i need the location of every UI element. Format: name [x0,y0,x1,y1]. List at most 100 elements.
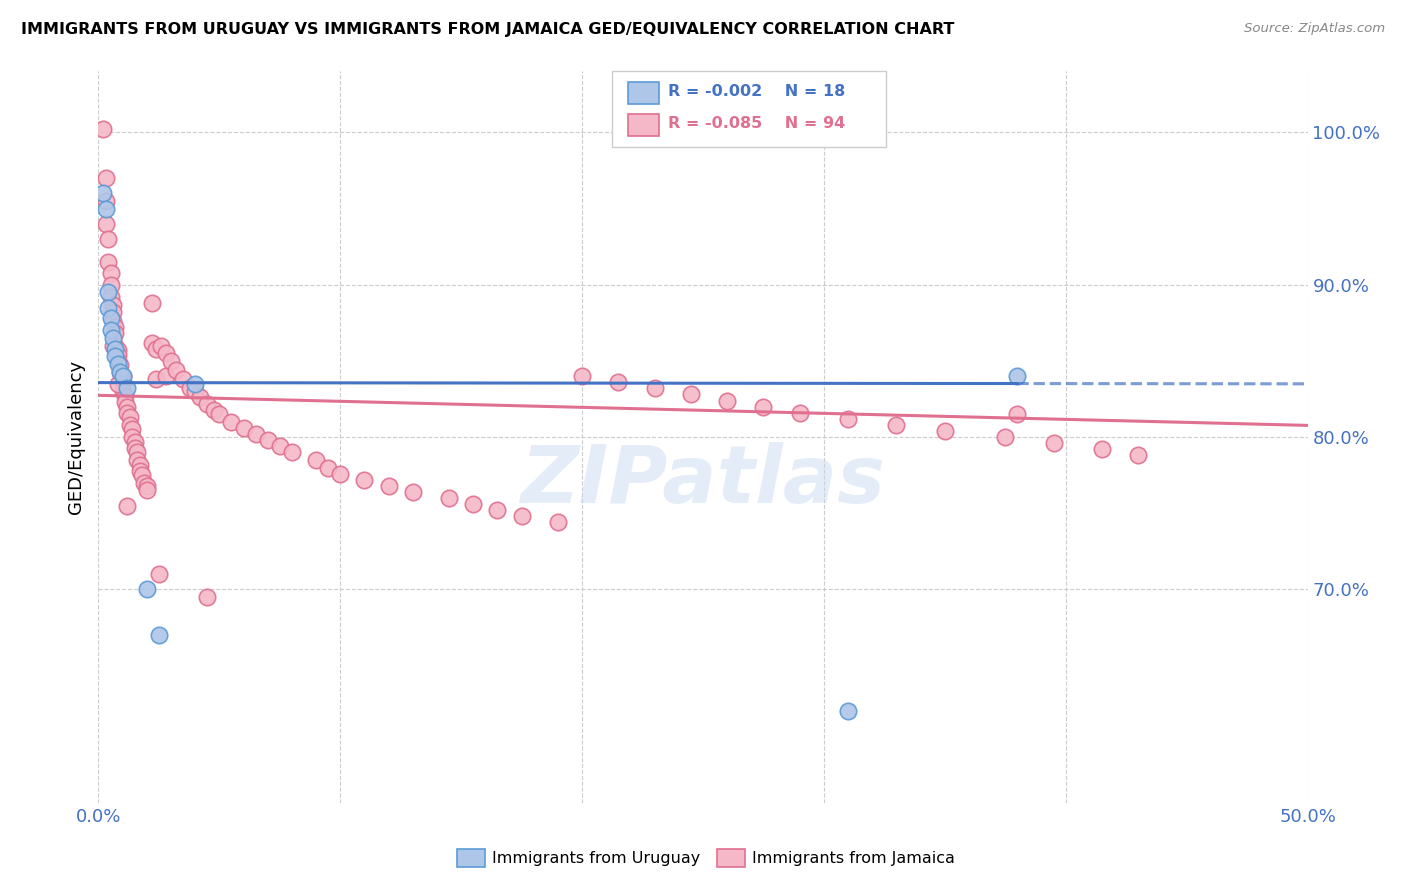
Point [101,339,124,353]
Point [124,434,146,449]
Point [1007,407,1029,421]
Point [752,400,775,414]
Y-axis label: GED/Equivalency: GED/Equivalency [66,360,84,514]
Point [1007,369,1029,384]
Point [886,417,908,432]
Point [716,393,738,408]
Point [184,384,207,399]
Point [256,433,278,447]
Point [1042,436,1064,450]
Point [108,365,131,379]
Text: Immigrants from Jamaica: Immigrants from Jamaica [752,851,955,865]
Point [117,499,139,513]
Point [994,430,1017,444]
Point [107,354,129,368]
Point [329,467,352,481]
Point [100,290,122,304]
Point [208,407,231,421]
Point [107,348,129,362]
Text: ZIPatlas: ZIPatlas [520,442,886,520]
Point [195,396,218,410]
Point [145,372,167,386]
Point [108,365,131,379]
Point [305,453,328,467]
Point [179,381,201,395]
Point [547,516,569,530]
Point [232,421,254,435]
Point [111,384,134,399]
Point [101,331,124,345]
Point [101,305,124,319]
Point [204,402,226,417]
Point [104,339,127,353]
Point [402,485,425,500]
Point [128,464,150,478]
Point [377,479,399,493]
Point [97,301,120,315]
Text: R = -0.085    N = 94: R = -0.085 N = 94 [668,117,845,131]
Point [100,323,122,337]
Point [101,314,124,328]
Point [100,277,122,292]
Point [118,417,141,432]
Point [789,406,811,420]
Point [135,479,157,493]
Point [160,354,183,368]
Point [107,343,129,358]
Point [107,357,129,371]
Point [111,369,134,384]
Point [269,439,291,453]
Point [104,349,127,363]
Point [124,441,146,455]
Point [97,232,120,246]
Point [155,346,177,360]
Point [934,424,956,438]
Text: Source: ZipAtlas.com: Source: ZipAtlas.com [1244,22,1385,36]
Point [97,285,120,300]
Point [316,460,339,475]
Point [94,194,117,208]
Point [100,266,122,280]
Point [150,339,173,353]
Point [104,320,127,334]
Point [117,381,139,395]
Point [117,406,139,420]
Point [107,376,129,391]
Point [281,445,304,459]
Point [607,376,630,390]
Point [135,582,157,597]
Text: IMMIGRANTS FROM URUGUAY VS IMMIGRANTS FROM JAMAICA GED/EQUIVALENCY CORRELATION C: IMMIGRANTS FROM URUGUAY VS IMMIGRANTS FR… [21,22,955,37]
Point [97,255,120,269]
Point [148,567,170,582]
Point [245,427,267,442]
Point [111,376,134,390]
Point [131,468,153,483]
Point [114,389,136,403]
Point [437,491,460,505]
Point [353,473,375,487]
Point [127,445,149,459]
Point [104,326,127,341]
Point [91,122,114,136]
Point [94,217,117,231]
Point [1128,449,1150,463]
Text: Immigrants from Uruguay: Immigrants from Uruguay [492,851,700,865]
Point [100,311,122,326]
Point [195,590,218,604]
Point [128,458,150,472]
Point [1091,442,1114,457]
Point [114,395,136,409]
Point [148,628,170,642]
Point [141,335,163,350]
Point [127,453,149,467]
Point [101,297,124,311]
Point [141,296,163,310]
Point [121,430,143,444]
Point [118,410,141,425]
Point [155,369,177,384]
Point [121,422,143,436]
Point [510,509,533,524]
Point [837,412,859,426]
Text: R = -0.002    N = 18: R = -0.002 N = 18 [668,85,845,99]
Point [111,369,134,384]
